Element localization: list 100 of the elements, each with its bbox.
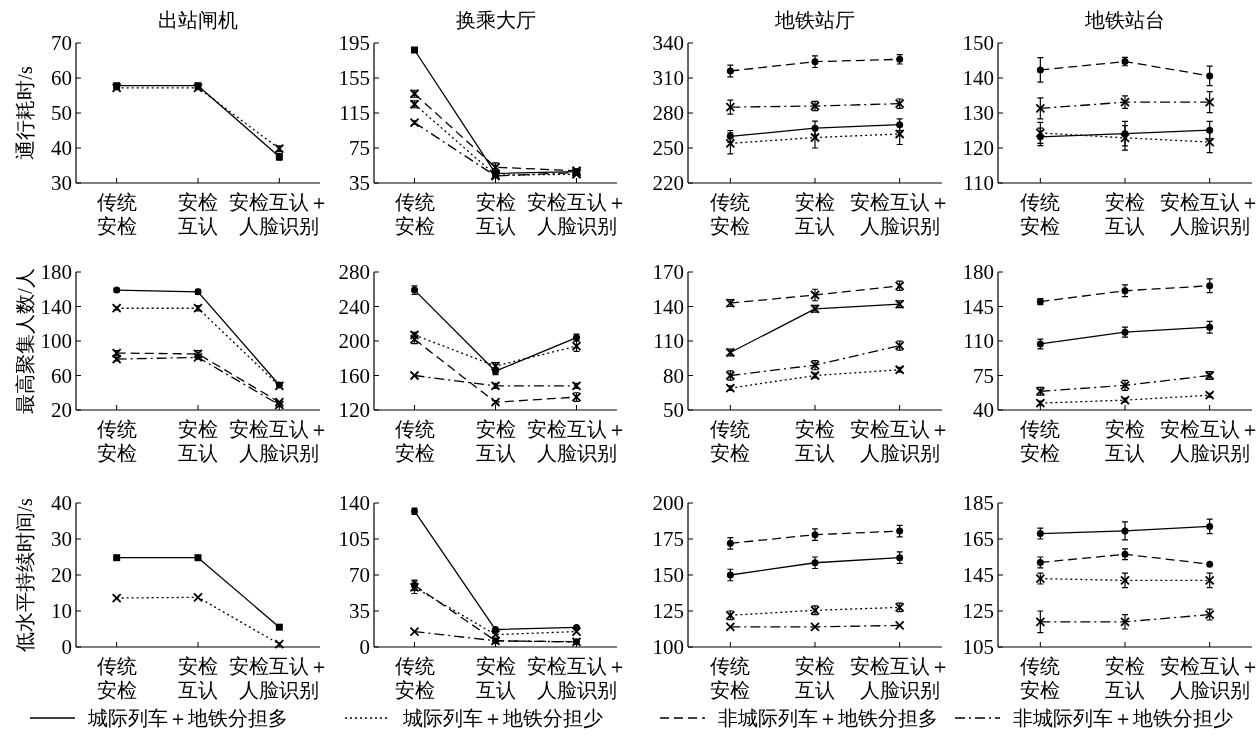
x-tick-label: 安检互认＋人脸识别	[526, 191, 627, 237]
x-tick-label: 安检互认	[795, 418, 835, 464]
x-tick-label: 传统安检	[394, 191, 435, 237]
x-tick-label: 安检互认＋人脸识别	[849, 191, 950, 237]
x-tick-label: 安检互认＋人脸识别	[526, 655, 627, 701]
chart-title: 出站闸机	[158, 9, 238, 31]
y-tick-label: 30	[51, 171, 72, 195]
x-tick-label: 安检互认＋人脸识别	[229, 418, 330, 464]
y-tick-label: 70	[349, 563, 370, 587]
y-tick-label: 120	[338, 398, 370, 422]
y-tick-label: 140	[962, 66, 994, 90]
y-tick-label: 340	[652, 31, 684, 55]
y-tick-label: 35	[349, 171, 370, 195]
y-tick-label: 50	[51, 101, 72, 125]
x-tick-label: 安检互认＋人脸识别	[229, 191, 330, 237]
legend-label: 城际列车＋地铁分担多	[87, 707, 288, 729]
x-tick-label: 安检互认	[1105, 655, 1145, 701]
y-tick-label: 240	[338, 294, 370, 319]
y-tick-label: 110	[963, 329, 994, 353]
x-tick-label: 安检互认＋人脸识别	[1159, 418, 1258, 464]
y-tick-label: 70	[51, 31, 72, 55]
x-tick-label: 安检互认	[1105, 191, 1145, 237]
y-axis-title: 通行耗时/s	[14, 66, 36, 160]
y-tick-label: 155	[338, 66, 370, 90]
x-tick-label: 传统安检	[96, 655, 137, 701]
y-tick-label: 40	[51, 136, 72, 160]
y-tick-label: 100	[40, 329, 72, 353]
x-tick-label: 传统安检	[394, 655, 435, 701]
y-tick-label: 125	[652, 599, 684, 623]
chart-title: 换乘大厅	[455, 9, 536, 31]
x-tick-label: 安检互认	[1105, 418, 1145, 464]
x-tick-label: 传统安检	[394, 418, 435, 464]
x-tick-label: 传统安检	[1020, 655, 1061, 701]
y-tick-label: 170	[652, 260, 684, 284]
y-tick-label: 280	[652, 101, 684, 125]
y-tick-label: 310	[652, 66, 684, 90]
y-tick-label: 40	[973, 398, 994, 422]
y-tick-label: 150	[962, 31, 994, 55]
y-tick-label: 125	[962, 599, 994, 623]
y-tick-label: 145	[962, 294, 994, 319]
x-tick-label: 传统安检	[710, 191, 751, 237]
y-tick-label: 145	[962, 563, 994, 587]
x-tick-label: 传统安检	[1020, 418, 1061, 464]
y-tick-label: 20	[51, 398, 72, 422]
x-tick-label: 安检互认＋人脸识别	[1159, 655, 1258, 701]
x-tick-label: 传统安检	[710, 655, 751, 701]
y-tick-label: 280	[338, 260, 370, 284]
y-axis-title: 最高聚集人数/人	[14, 268, 36, 414]
chart-title: 地铁站厅	[774, 9, 855, 31]
y-tick-label: 140	[652, 294, 684, 319]
y-tick-label: 130	[962, 101, 994, 125]
x-tick-label: 传统安检	[96, 418, 137, 464]
x-tick-label: 安检互认	[178, 418, 218, 464]
y-tick-label: 165	[962, 527, 994, 551]
x-tick-label: 安检互认＋人脸识别	[1159, 191, 1258, 237]
y-tick-label: 185	[962, 491, 994, 515]
x-tick-label: 安检互认	[475, 655, 516, 701]
x-tick-label: 安检互认＋人脸识别	[849, 418, 950, 464]
x-tick-label: 安检互认	[475, 418, 516, 464]
y-tick-label: 30	[51, 527, 72, 551]
y-tick-label: 100	[652, 635, 684, 659]
y-tick-label: 75	[349, 136, 370, 160]
x-tick-label: 传统安检	[710, 418, 751, 464]
y-tick-label: 180	[40, 260, 72, 284]
y-tick-label: 200	[338, 329, 370, 353]
x-tick-label: 安检互认＋人脸识别	[526, 418, 627, 464]
y-tick-label: 150	[652, 563, 684, 587]
y-tick-label: 80	[663, 363, 684, 388]
y-tick-label: 50	[663, 398, 684, 422]
x-tick-label: 安检互认＋人脸识别	[849, 655, 950, 701]
x-tick-label: 传统安检	[1020, 191, 1061, 237]
legend-label: 非城际列车＋地铁分担少	[1013, 707, 1233, 729]
y-tick-label: 75	[973, 363, 994, 388]
y-tick-label: 60	[51, 363, 72, 388]
y-tick-label: 250	[652, 136, 684, 160]
y-tick-label: 40	[51, 491, 72, 515]
y-tick-label: 35	[349, 599, 370, 623]
x-tick-label: 安检互认	[178, 191, 218, 237]
legend-label: 非城际列车＋地铁分担多	[718, 707, 938, 729]
y-tick-label: 105	[962, 635, 994, 659]
y-tick-label: 195	[338, 31, 370, 55]
y-tick-label: 175	[652, 527, 684, 551]
y-tick-label: 180	[962, 260, 994, 284]
x-tick-label: 安检互认＋人脸识别	[229, 655, 330, 701]
y-tick-label: 115	[339, 101, 370, 125]
y-axis-title: 低水平持续时间/s	[14, 498, 36, 652]
y-tick-label: 0	[61, 635, 72, 659]
chart-title: 地铁站台	[1084, 9, 1165, 31]
x-tick-label: 安检互认	[475, 191, 516, 237]
x-tick-label: 安检互认	[795, 191, 835, 237]
y-tick-label: 20	[51, 563, 72, 587]
y-tick-label: 200	[652, 491, 684, 515]
legend-label: 城际列车＋地铁分担少	[402, 707, 603, 729]
y-tick-label: 220	[652, 171, 684, 195]
y-tick-label: 110	[653, 329, 684, 353]
y-tick-label: 120	[962, 136, 994, 160]
y-tick-label: 10	[51, 599, 72, 623]
y-tick-label: 160	[338, 363, 370, 388]
y-tick-label: 0	[359, 635, 370, 659]
x-tick-label: 安检互认	[178, 655, 218, 701]
